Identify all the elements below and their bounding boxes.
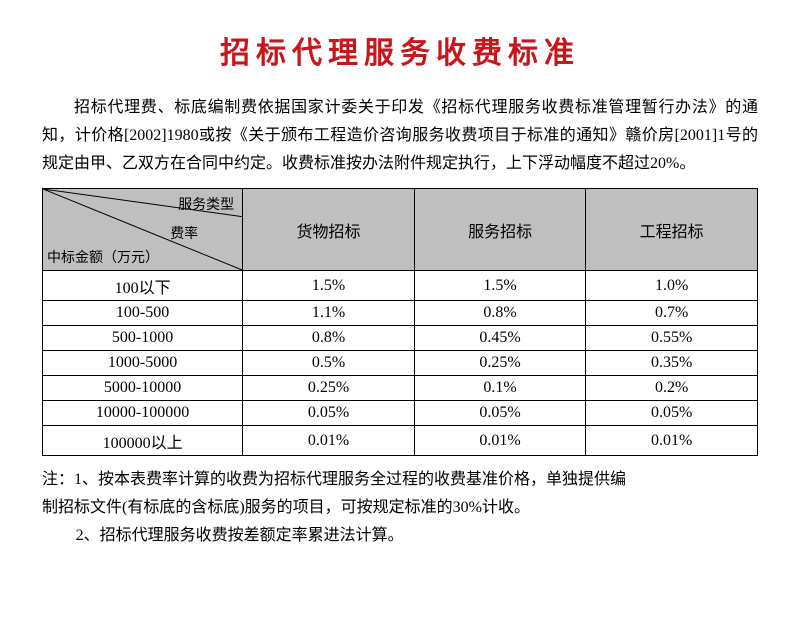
diag-label-top: 服务类型	[178, 194, 234, 214]
table-row: 5000-100000.25%0.1%0.2%	[43, 376, 758, 401]
col-header: 货物招标	[243, 189, 415, 271]
value-cell: 0.05%	[586, 401, 758, 426]
value-cell: 0.25%	[414, 351, 586, 376]
value-cell: 0.25%	[243, 376, 415, 401]
table-row: 100以下1.5%1.5%1.0%	[43, 271, 758, 301]
range-cell: 10000-100000	[43, 401, 243, 426]
table-row: 1000-50000.5%0.25%0.35%	[43, 351, 758, 376]
value-cell: 0.8%	[414, 301, 586, 326]
value-cell: 0.55%	[586, 326, 758, 351]
table-row: 500-10000.8%0.45%0.55%	[43, 326, 758, 351]
range-cell: 100以下	[43, 271, 243, 301]
range-cell: 100-500	[43, 301, 243, 326]
table-header-row: 服务类型 费率 中标金额（万元） 货物招标 服务招标 工程招标	[43, 189, 758, 271]
value-cell: 0.01%	[586, 426, 758, 456]
note-line: 2、招标代理服务收费按差额定率累进法计算。	[42, 522, 758, 550]
value-cell: 0.35%	[586, 351, 758, 376]
range-cell: 1000-5000	[43, 351, 243, 376]
value-cell: 0.5%	[243, 351, 415, 376]
value-cell: 0.7%	[586, 301, 758, 326]
col-header: 工程招标	[586, 189, 758, 271]
diag-label-mid: 费率	[170, 223, 198, 243]
intro-paragraph: 招标代理费、标底编制费依据国家计委关于印发《招标代理服务收费标准管理暂行办法》的…	[42, 94, 758, 178]
page-title: 招标代理服务收费标准	[42, 28, 758, 72]
value-cell: 0.05%	[243, 401, 415, 426]
value-cell: 1.5%	[243, 271, 415, 301]
value-cell: 0.01%	[243, 426, 415, 456]
note-line: 制招标文件(有标底的含标底)服务的项目，可按规定标准的30%计收。	[42, 494, 758, 522]
range-cell: 5000-10000	[43, 376, 243, 401]
value-cell: 0.8%	[243, 326, 415, 351]
range-cell: 100000以上	[43, 426, 243, 456]
table-row: 10000-1000000.05%0.05%0.05%	[43, 401, 758, 426]
table-row: 100000以上0.01%0.01%0.01%	[43, 426, 758, 456]
value-cell: 0.1%	[414, 376, 586, 401]
value-cell: 1.0%	[586, 271, 758, 301]
table-body: 100以下1.5%1.5%1.0%100-5001.1%0.8%0.7%500-…	[43, 271, 758, 456]
diag-label-bot: 中标金额（万元）	[47, 247, 159, 267]
range-cell: 500-1000	[43, 326, 243, 351]
diagonal-header-cell: 服务类型 费率 中标金额（万元）	[43, 189, 243, 271]
value-cell: 0.2%	[586, 376, 758, 401]
value-cell: 1.1%	[243, 301, 415, 326]
value-cell: 0.45%	[414, 326, 586, 351]
value-cell: 0.01%	[414, 426, 586, 456]
table-row: 100-5001.1%0.8%0.7%	[43, 301, 758, 326]
fee-table: 服务类型 费率 中标金额（万元） 货物招标 服务招标 工程招标 100以下1.5…	[42, 188, 758, 456]
value-cell: 0.05%	[414, 401, 586, 426]
note-line: 注：1、按本表费率计算的收费为招标代理服务全过程的收费基准价格，单独提供编	[42, 466, 758, 494]
col-header: 服务招标	[414, 189, 586, 271]
value-cell: 1.5%	[414, 271, 586, 301]
notes-block: 注：1、按本表费率计算的收费为招标代理服务全过程的收费基准价格，单独提供编 制招…	[42, 466, 758, 550]
